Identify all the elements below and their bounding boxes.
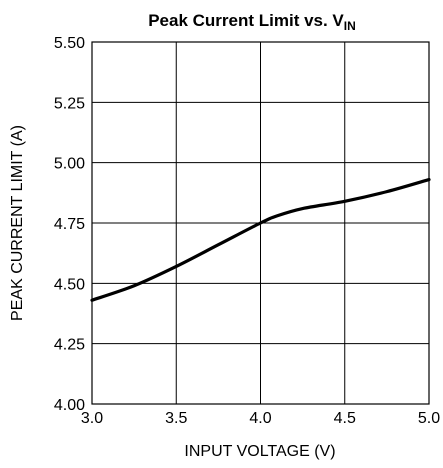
y-tick-label: 4.75 <box>54 216 85 233</box>
y-tick-label: 5.00 <box>54 156 85 173</box>
chart-title-main: Peak Current Limit vs. V <box>148 11 344 30</box>
y-tick-label: 4.25 <box>54 337 85 354</box>
x-tick-label: 4.5 <box>334 410 356 427</box>
series-line <box>90 177 431 302</box>
y-tick-labels: 4.00 4.25 4.50 4.75 5.00 5.25 5.50 <box>54 35 85 414</box>
chart-title-text: Peak Current Limit vs. VIN <box>148 11 356 33</box>
chart-title-subscript: IN <box>344 19 356 33</box>
x-tick-label: 3.5 <box>165 410 187 427</box>
y-tick-label: 5.25 <box>54 95 85 112</box>
y-tick-label: 4.00 <box>54 397 85 414</box>
x-tick-labels: 3.0 3.5 4.0 4.5 5.0 <box>81 410 440 427</box>
x-tick-label: 5.0 <box>418 410 440 427</box>
chart-title: Peak Current Limit vs. VIN <box>148 11 356 33</box>
y-tick-label: 4.50 <box>54 276 85 293</box>
x-tick-label: 4.0 <box>249 410 271 427</box>
y-tick-label: 5.50 <box>54 35 85 52</box>
x-axis-label: INPUT VOLTAGE (V) <box>184 443 335 460</box>
x-tick-label: 3.0 <box>81 410 103 427</box>
y-axis-label: PEAK CURRENT LIMIT (A) <box>9 125 26 321</box>
plot-frame <box>91 41 430 405</box>
series-layer <box>90 177 431 302</box>
